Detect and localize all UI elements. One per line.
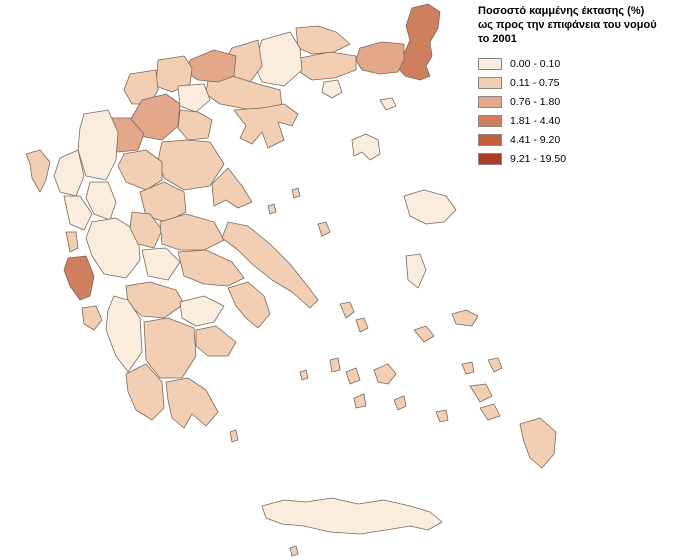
region-chios: [405, 253, 427, 289]
legend-title: Ποσοστό καμμένης έκτασης (%) ως προς την…: [478, 4, 678, 46]
region-limnos: [351, 133, 381, 161]
region-evros: [397, 3, 441, 81]
region-imathia: [177, 83, 211, 113]
legend-title-line-2: ως προς την επιφάνεια του νομού: [478, 19, 657, 31]
legend-swatch: [478, 134, 502, 146]
region-attiki: [227, 281, 271, 329]
region-korinthia: [179, 295, 225, 327]
region-magnisia: [211, 167, 253, 209]
legend-title-line-1: Ποσοστό καμμένης έκτασης (%): [478, 5, 645, 17]
region-lefkada: [65, 231, 79, 253]
region-kavala: [299, 51, 357, 81]
region-corfu: [25, 149, 51, 193]
region-pella: [185, 49, 237, 83]
region-dodekanisa: [435, 357, 557, 469]
region-lesvos: [403, 189, 457, 225]
region-preveza: [63, 195, 93, 231]
legend-swatch: [478, 58, 502, 70]
region-fokida: [141, 247, 181, 281]
region-thesprotia: [53, 149, 85, 197]
region-zakynthos: [81, 305, 103, 331]
region-evrytania: [129, 211, 163, 249]
region-fthiotida: [159, 213, 225, 251]
small-islands: [229, 187, 331, 557]
region-samos: [451, 309, 479, 327]
map-legend: Ποσοστό καμμένης έκτασης (%) ως προς την…: [478, 4, 678, 165]
region-samothraki: [379, 97, 397, 111]
region-rodopi-xanthi: [355, 41, 405, 75]
region-kefalonia: [63, 255, 95, 301]
region-kyklades: [329, 301, 435, 411]
legend-label: 9.21 - 19.50: [510, 153, 567, 165]
region-trikala: [117, 149, 163, 191]
region-aitoloakarnania: [85, 217, 141, 279]
region-argolida: [195, 325, 237, 357]
region-arkadia: [143, 317, 197, 379]
legend-title-line-3: το 2001: [478, 33, 517, 45]
region-viotia: [177, 249, 245, 287]
legend-label: 0.11 - 0.75: [510, 77, 560, 89]
region-pieria: [177, 109, 213, 141]
legend-swatch: [478, 77, 502, 89]
legend-label: 0.76 - 1.80: [510, 96, 561, 108]
region-messinia: [125, 363, 165, 421]
region-evia: [221, 221, 319, 309]
region-thasos: [321, 79, 343, 99]
region-chalkidiki: [233, 103, 299, 149]
legend-label: 0.00 - 0.10: [510, 58, 561, 70]
legend-label: 4.41 - 9.20: [510, 134, 561, 146]
region-ilia: [105, 295, 143, 373]
legend-label: 1.81 - 4.40: [510, 115, 561, 127]
legend-swatch: [478, 115, 502, 127]
region-crete: [261, 497, 443, 535]
legend-swatch: [478, 153, 502, 165]
legend-swatch: [478, 96, 502, 108]
region-lakonia: [165, 377, 219, 429]
region-ioannina: [77, 109, 119, 181]
region-drama: [295, 25, 351, 55]
